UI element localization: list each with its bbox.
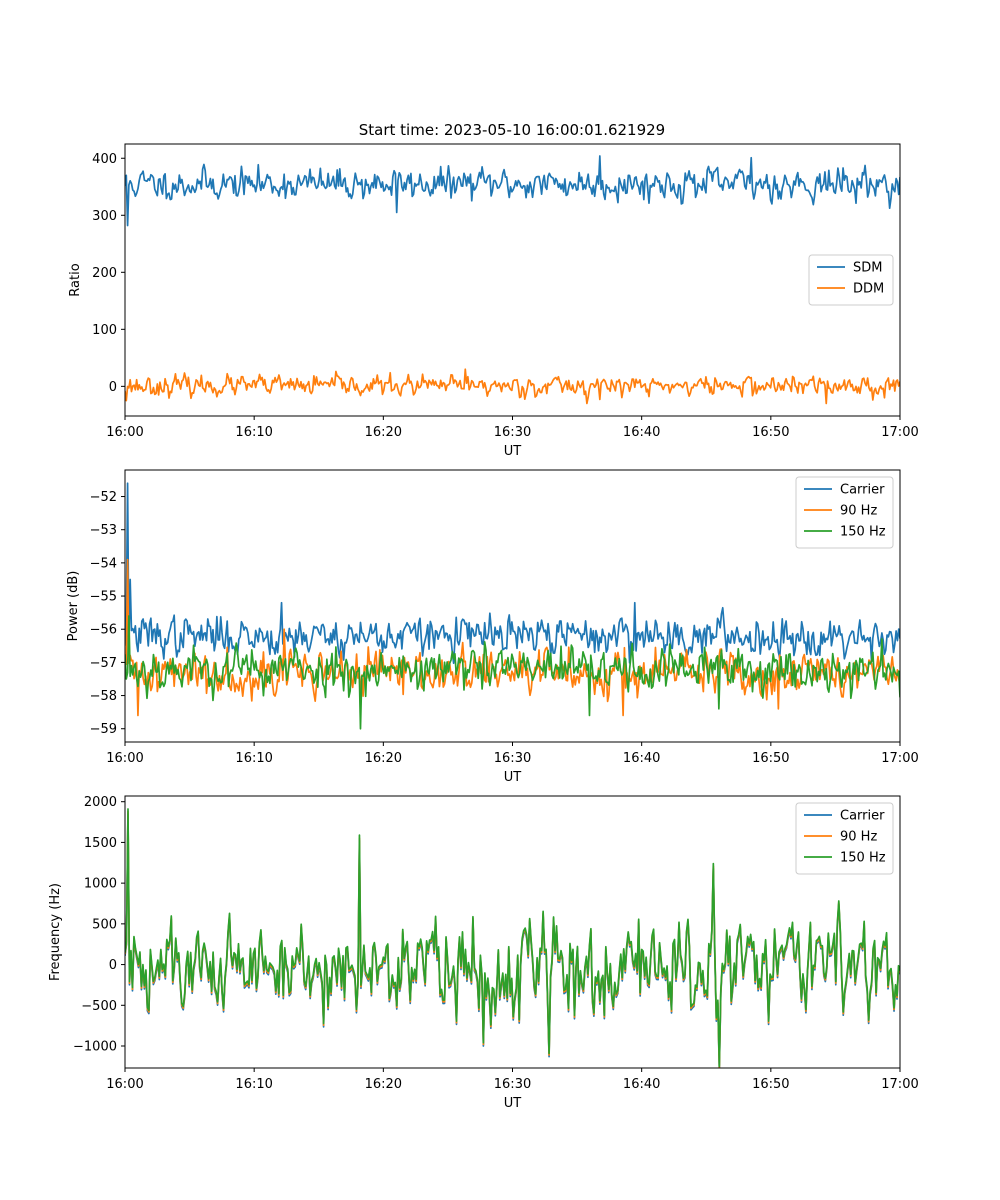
series-group [125, 155, 900, 405]
legend-label: 150 Hz [840, 851, 886, 866]
y-tick-label: −59 [90, 722, 117, 737]
x-tick-label: 16:00 [106, 751, 143, 766]
legend-label: SDM [853, 261, 882, 276]
y-axis-label: Frequency (Hz) [48, 883, 63, 981]
x-tick-label: 16:00 [106, 1077, 143, 1092]
y-tick-label: 500 [92, 917, 117, 932]
y-tick-label: −58 [90, 689, 117, 704]
axes-frame [124, 795, 901, 1069]
x-tick-label: 16:30 [494, 1077, 531, 1092]
x-tick-label: 16:50 [752, 751, 789, 766]
legend: Carrier 90 Hz 150 Hz [795, 476, 894, 549]
series-line-90-hz [125, 558, 900, 717]
y-tick-label: 2000 [84, 795, 117, 810]
x-tick-label: 16:50 [752, 425, 789, 440]
panel-2: 16:00 16:10 16:20 16:30 16:40 16:50 17:00 −59 −5… [66, 469, 919, 785]
y-tick-label: −1000 [73, 1040, 117, 1055]
panel-1: 16:00 16:10 16:20 16:30 16:40 16:50 17:00 0 100 2… [68, 143, 919, 459]
x-tick-label: 16:40 [623, 425, 660, 440]
legend: Carrier 90 Hz 150 Hz [795, 802, 894, 875]
x-tick-label: 17:00 [881, 1077, 918, 1092]
y-tick-label: 400 [92, 152, 117, 167]
series-group [125, 482, 900, 730]
x-axis-label: UT [504, 770, 522, 785]
panels: 16:00 16:10 16:20 16:30 16:40 16:50 17:00 0 100 2… [48, 143, 919, 1111]
y-tick-label: −57 [90, 656, 117, 671]
x-tick-label: 16:30 [494, 751, 531, 766]
x-tick-label: 16:10 [235, 751, 272, 766]
y-axis-label: Power (dB) [66, 571, 81, 642]
series-group [125, 808, 900, 1068]
series-line-150-hz [125, 808, 900, 1068]
series-line-sdm [125, 155, 900, 227]
y-tick-label: −56 [90, 623, 117, 638]
y-tick-label: 1000 [84, 877, 117, 892]
x-tick-label: 16:20 [365, 1077, 402, 1092]
x-tick-label: 16:20 [365, 751, 402, 766]
y-tick-label: 300 [92, 209, 117, 224]
y-tick-label: 0 [109, 958, 117, 973]
x-tick-label: 16:30 [494, 425, 531, 440]
series-line-90-hz [125, 810, 900, 1068]
y-tick-label: −55 [90, 590, 117, 605]
x-tick-label: 16:10 [235, 1077, 272, 1092]
legend-label: 90 Hz [840, 830, 877, 845]
x-tick-label: 16:40 [623, 1077, 660, 1092]
figure-title: Start time: 2023-05-10 16:00:01.621929 [359, 121, 665, 139]
x-tick-label: 16:50 [752, 1077, 789, 1092]
y-tick-label: 100 [92, 323, 117, 338]
legend-label: 150 Hz [840, 525, 886, 540]
y-tick-label: 1500 [84, 836, 117, 851]
series-line-150-hz [125, 615, 900, 730]
y-tick-label: 200 [92, 266, 117, 281]
x-tick-label: 16:20 [365, 425, 402, 440]
axes-frame [124, 469, 901, 743]
x-tick-label: 16:40 [623, 751, 660, 766]
x-tick-label: 17:00 [881, 751, 918, 766]
x-tick-label: 16:10 [235, 425, 272, 440]
legend-label: 90 Hz [840, 504, 877, 519]
x-axis-label: UT [504, 444, 522, 459]
x-tick-label: 17:00 [881, 425, 918, 440]
legend: SDM DDM [808, 254, 894, 306]
legend-label: Carrier [840, 809, 885, 824]
series-line-ddm [125, 368, 900, 405]
panel-3: 16:00 16:10 16:20 16:30 16:40 16:50 17:00 −1000… [48, 795, 919, 1111]
y-tick-label: −53 [90, 523, 117, 538]
series-line-carrier [125, 482, 900, 665]
legend-label: DDM [853, 282, 884, 297]
y-tick-label: −54 [90, 556, 117, 571]
legend-label: Carrier [840, 483, 885, 498]
y-axis-label: Ratio [68, 263, 83, 296]
y-tick-label: 0 [109, 380, 117, 395]
y-tick-label: −52 [90, 490, 117, 505]
series-line-carrier [125, 813, 900, 1068]
x-tick-label: 16:00 [106, 425, 143, 440]
y-tick-label: −500 [81, 999, 117, 1014]
x-axis-label: UT [504, 1096, 522, 1111]
